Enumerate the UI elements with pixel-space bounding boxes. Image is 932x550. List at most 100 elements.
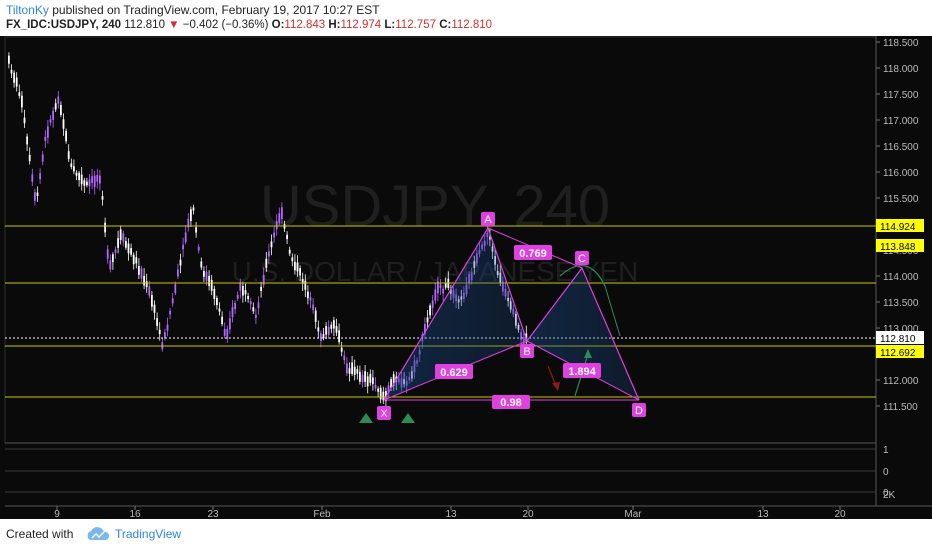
candle	[31, 168, 34, 187]
candle	[197, 244, 200, 254]
time-tick-label: 9	[54, 509, 60, 519]
candle	[369, 369, 372, 386]
candle	[28, 147, 31, 165]
candle	[161, 337, 164, 352]
candle	[143, 268, 145, 290]
candle	[255, 308, 257, 325]
price-tag: 112.692	[876, 345, 924, 359]
candle	[44, 130, 47, 149]
candle	[270, 234, 273, 256]
candle	[73, 159, 75, 175]
candle	[101, 190, 104, 206]
author-link[interactable]: TiltonKy	[6, 3, 49, 17]
point-label-c[interactable]: C	[575, 251, 589, 265]
point-label-a[interactable]: A	[481, 212, 495, 226]
candle	[444, 277, 447, 290]
candle	[65, 128, 67, 144]
point-label-d[interactable]: D	[632, 403, 646, 417]
point-label-b[interactable]: B	[520, 344, 534, 358]
tradingview-cloud-icon[interactable]	[84, 526, 112, 542]
candle	[182, 237, 184, 258]
price-tick-label: 113.000	[883, 324, 919, 335]
candle	[23, 109, 26, 128]
candle	[203, 266, 205, 282]
candle	[262, 267, 265, 289]
candle	[47, 119, 49, 144]
svg-text:1.894: 1.894	[568, 366, 596, 378]
price-tick-label: 116.500	[883, 142, 919, 153]
time-axis[interactable]: 9 16 23 Feb 13 20 Mar 13 20	[54, 506, 846, 520]
ratio-label-xb[interactable]: 0.629	[435, 364, 473, 379]
time-tick-label: 13	[757, 509, 769, 519]
candle	[434, 282, 437, 304]
candle	[200, 257, 203, 271]
candle	[164, 328, 166, 341]
candle	[70, 158, 73, 170]
candle	[34, 188, 36, 206]
candle	[49, 115, 52, 126]
candle	[268, 243, 270, 265]
candle	[187, 213, 190, 232]
low-label: L:	[384, 19, 396, 31]
candle	[83, 177, 86, 194]
candle	[257, 296, 260, 315]
high-value: 112.974	[340, 19, 382, 31]
candle	[21, 91, 23, 113]
svg-text:D: D	[635, 405, 643, 417]
svg-text:X: X	[380, 408, 388, 420]
price-tick-label: 114.000	[883, 272, 919, 283]
candle	[130, 243, 132, 257]
price-tag: 114.924	[876, 219, 924, 233]
candle	[226, 325, 229, 343]
candle	[41, 150, 44, 165]
candle	[286, 231, 288, 245]
candle	[442, 285, 444, 301]
down-arrow-icon: ▼	[168, 19, 180, 31]
candle	[184, 225, 187, 245]
candle	[314, 307, 317, 329]
time-tick-label: 20	[834, 509, 846, 519]
candle	[307, 285, 309, 305]
ratio-label-xd[interactable]: 0.98	[492, 395, 530, 409]
candle	[361, 370, 364, 388]
point-label-x[interactable]: X	[377, 406, 391, 420]
candle	[281, 202, 283, 224]
low-value: 112.757	[395, 19, 436, 31]
ratio-label-ac[interactable]: 0.769	[514, 245, 552, 260]
candle	[67, 144, 70, 162]
candle	[335, 318, 338, 336]
candle	[132, 252, 135, 270]
price-tick-label: 118.500	[883, 38, 919, 49]
candle	[322, 328, 325, 341]
tradingview-brand-link[interactable]: TradingView	[115, 527, 182, 541]
candle	[13, 70, 15, 88]
price-tick-label: 115.500	[883, 194, 919, 205]
time-tick-label: Mar	[624, 509, 642, 519]
price-tick-label: 117.500	[883, 90, 919, 101]
chart-area[interactable]: USDJPY, 240 U.S. DOLLAR / JAPANESE YEN X…	[0, 36, 932, 520]
candle	[278, 207, 281, 226]
price-tag: 113.848	[876, 239, 924, 253]
candle	[125, 237, 127, 250]
candle	[252, 302, 255, 314]
candle	[127, 238, 130, 261]
close-value: 112.810	[451, 19, 493, 31]
candle	[114, 246, 117, 259]
svg-text:C: C	[578, 253, 586, 265]
svg-text:0.98: 0.98	[500, 397, 521, 409]
candle	[236, 291, 239, 301]
bounce-arrow-head	[584, 349, 592, 358]
candle	[346, 357, 348, 376]
candle	[179, 253, 182, 274]
symbol-name[interactable]: FX_IDC:USDJPY, 240	[6, 19, 122, 31]
svg-text:0.769: 0.769	[519, 248, 547, 260]
chart-svg[interactable]: USDJPY, 240 U.S. DOLLAR / JAPANESE YEN X…	[0, 36, 932, 520]
candle	[356, 365, 359, 380]
time-tick-label: Feb	[313, 509, 331, 519]
candle	[372, 369, 374, 391]
ratio-label-bd[interactable]: 1.894	[563, 363, 601, 378]
watermark-symbol: USDJPY, 240	[260, 174, 610, 239]
price-tick-label: 117.000	[883, 116, 919, 127]
candle	[80, 167, 83, 191]
candle	[294, 254, 296, 275]
